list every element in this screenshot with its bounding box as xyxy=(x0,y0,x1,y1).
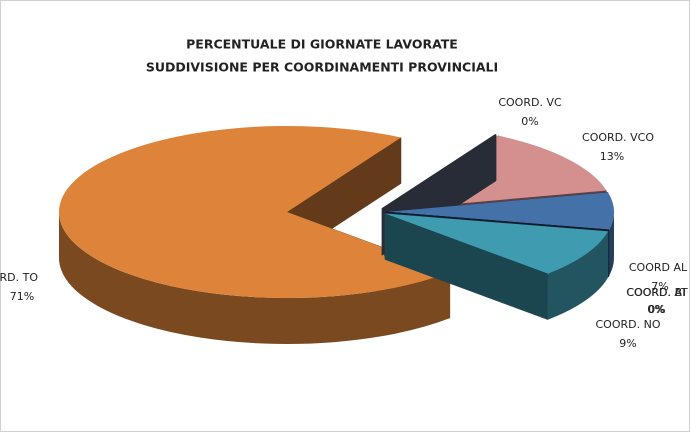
data-label-value: 71% xyxy=(10,290,34,303)
data-label-name: COORD. BI xyxy=(627,286,686,299)
slice xyxy=(59,126,451,344)
chart-title: PERCENTUALE DI GIORNATE LAVORATE xyxy=(186,37,458,52)
data-label-name: COORD. VC xyxy=(498,96,562,109)
chart-subtitle: SUDDIVISIONE PER COORDINAMENTI PROVINCIA… xyxy=(146,60,498,75)
data-label-name: COORD. NO xyxy=(596,318,661,331)
data-label-value: 0% xyxy=(648,303,665,316)
slice-top xyxy=(385,192,614,230)
slice-top xyxy=(385,213,609,274)
slice-side xyxy=(547,231,609,320)
data-label-value: 13% xyxy=(600,150,624,163)
data-label-name: COORD. VCO xyxy=(582,131,654,144)
data-label-name: COORD AL xyxy=(629,261,688,274)
data-label-value: 9% xyxy=(619,337,636,350)
slice-side xyxy=(609,211,614,276)
data-label-name: COORD. TO xyxy=(0,271,38,284)
slice-top xyxy=(381,133,497,211)
slice xyxy=(384,213,609,321)
data-label-value: 0% xyxy=(647,303,664,316)
data-label-value: 0% xyxy=(521,115,538,128)
pie xyxy=(59,126,614,344)
slice-side xyxy=(59,212,450,344)
slice-top xyxy=(59,126,450,299)
data-label-name: COORD. AT xyxy=(626,286,688,299)
data-label-value: 7% xyxy=(651,280,668,293)
